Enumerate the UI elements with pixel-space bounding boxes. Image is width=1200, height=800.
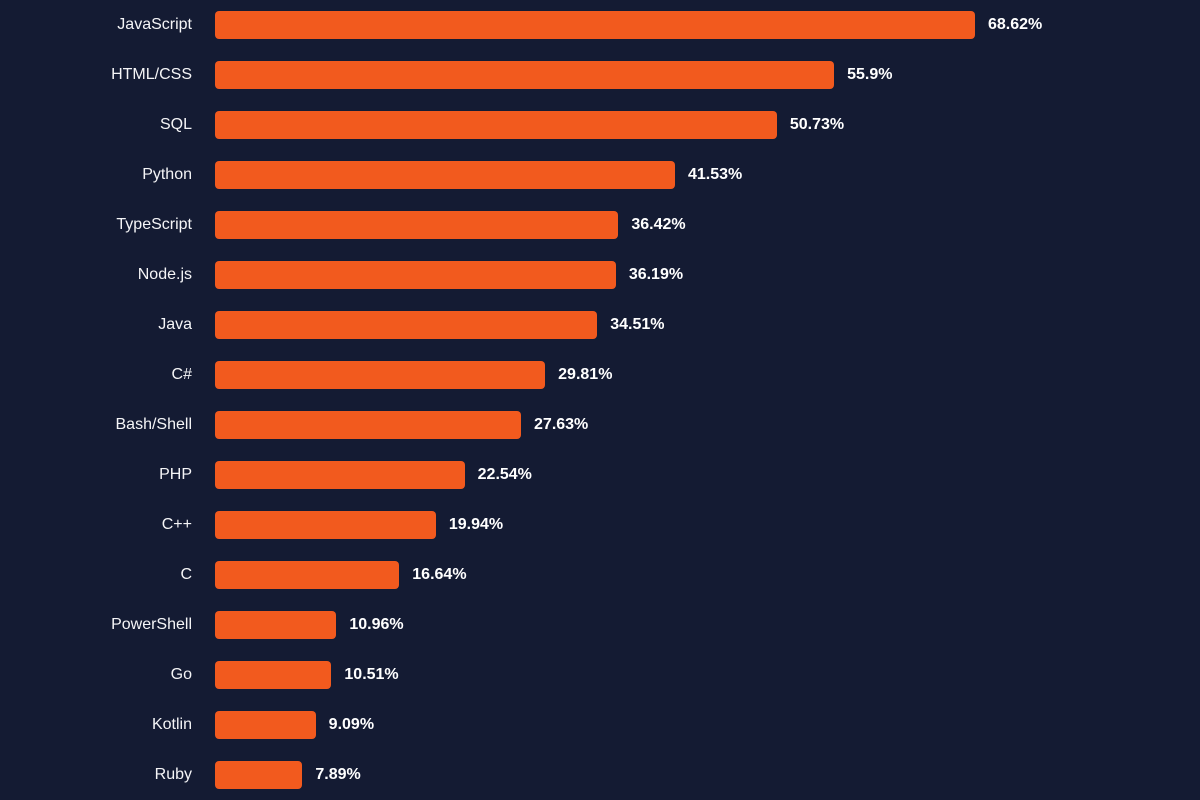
bar: [215, 511, 436, 539]
value-label: 36.19%: [628, 266, 684, 283]
chart-row: TypeScript 36.42%: [0, 200, 1200, 250]
bar: [215, 161, 675, 189]
value-label: 29.81%: [558, 366, 613, 383]
value-label: 19.94%: [448, 516, 504, 533]
value-label: 50.73%: [789, 116, 845, 133]
chart-row: Go 10.51%: [0, 650, 1200, 700]
chart-row: HTML/CSS 55.9%: [0, 50, 1200, 100]
value-label: 16.64%: [412, 566, 467, 583]
chart-row: PHP 22.54%: [0, 450, 1200, 500]
value-label: 10.51%: [344, 666, 399, 683]
value-label: 36.42%: [631, 216, 686, 233]
bar: [215, 411, 522, 439]
bar: [215, 61, 835, 89]
value-label: 55.9%: [847, 66, 893, 83]
bar: [215, 461, 465, 489]
category-label: Node.js: [137, 266, 192, 283]
value-label: 27.63%: [534, 416, 589, 433]
chart-row: C 16.64%: [0, 550, 1200, 600]
category-label: Ruby: [154, 766, 192, 783]
chart-row: Bash/Shell 27.63%: [0, 400, 1200, 450]
value-label: 9.09%: [328, 716, 375, 733]
chart-row: PowerShell 10.96%: [0, 600, 1200, 650]
category-label: Kotlin: [151, 716, 192, 733]
chart-row: Kotlin 9.09%: [0, 700, 1200, 750]
chart-row: Java 34.51%: [0, 300, 1200, 350]
chart-row: C# 29.81%: [0, 350, 1200, 400]
bar: [215, 311, 598, 339]
value-label: 10.96%: [349, 616, 404, 633]
category-label: C#: [171, 366, 192, 383]
value-label: 41.53%: [687, 166, 743, 183]
bar: [215, 11, 975, 39]
category-label: C++: [161, 516, 192, 533]
chart-row: Node.js 36.19%: [0, 250, 1200, 300]
value-label: 34.51%: [610, 316, 665, 333]
bar: [215, 561, 400, 589]
chart-row: SQL 50.73%: [0, 100, 1200, 150]
category-label: Java: [158, 316, 192, 333]
category-label: SQL: [159, 116, 192, 133]
bar: [215, 611, 337, 639]
value-label: 68.62%: [988, 16, 1043, 33]
value-label: 7.89%: [315, 766, 361, 783]
category-label: Bash/Shell: [115, 416, 193, 433]
category-label: PowerShell: [111, 616, 192, 633]
category-label: C: [180, 566, 192, 583]
bar: [215, 361, 546, 389]
bar: [215, 761, 303, 789]
value-label: 22.54%: [477, 466, 532, 483]
chart-row: Python 41.53%: [0, 150, 1200, 200]
bar: [215, 211, 619, 239]
bar: [215, 111, 777, 139]
bar: [215, 261, 616, 289]
category-label: PHP: [159, 466, 192, 483]
category-label: JavaScript: [117, 16, 192, 33]
category-label: Python: [142, 166, 192, 183]
chart-row: C++ 19.94%: [0, 500, 1200, 550]
category-label: HTML/CSS: [111, 66, 192, 83]
bar: [215, 711, 316, 739]
category-label: TypeScript: [116, 216, 192, 233]
category-label: Go: [170, 666, 192, 683]
chart-row: Ruby 7.89%: [0, 750, 1200, 800]
chart-row: JavaScript 68.62%: [0, 0, 1200, 50]
bar: [215, 661, 332, 689]
